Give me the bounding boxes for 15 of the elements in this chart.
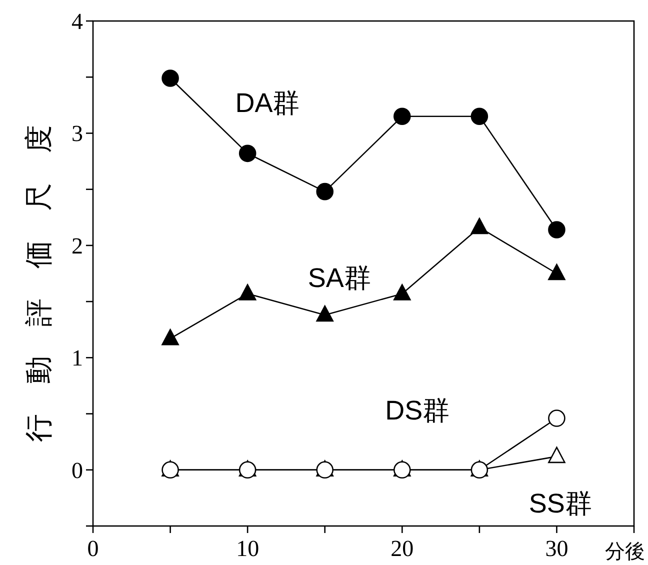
x-tick-label: 30 — [545, 536, 568, 561]
x-tick-label: 10 — [236, 536, 260, 561]
x-axis-title: 分後 — [605, 541, 645, 563]
y-tick-label: 4 — [72, 9, 84, 34]
y-tick-label: 3 — [72, 121, 83, 146]
x-tick-label: 0 — [87, 536, 99, 561]
y-tick-label: 0 — [72, 458, 83, 483]
series-label: SA群 — [308, 262, 371, 293]
series-label: DA群 — [235, 88, 300, 118]
y-tick-label: 1 — [72, 346, 83, 371]
y-tick-label: 2 — [72, 233, 83, 258]
x-tick-label: 20 — [390, 536, 414, 561]
series-label: SS群 — [528, 488, 592, 518]
y-axis-title: 行 動 評 価 尺 度 — [23, 125, 54, 442]
series-label: DS群 — [385, 395, 450, 426]
